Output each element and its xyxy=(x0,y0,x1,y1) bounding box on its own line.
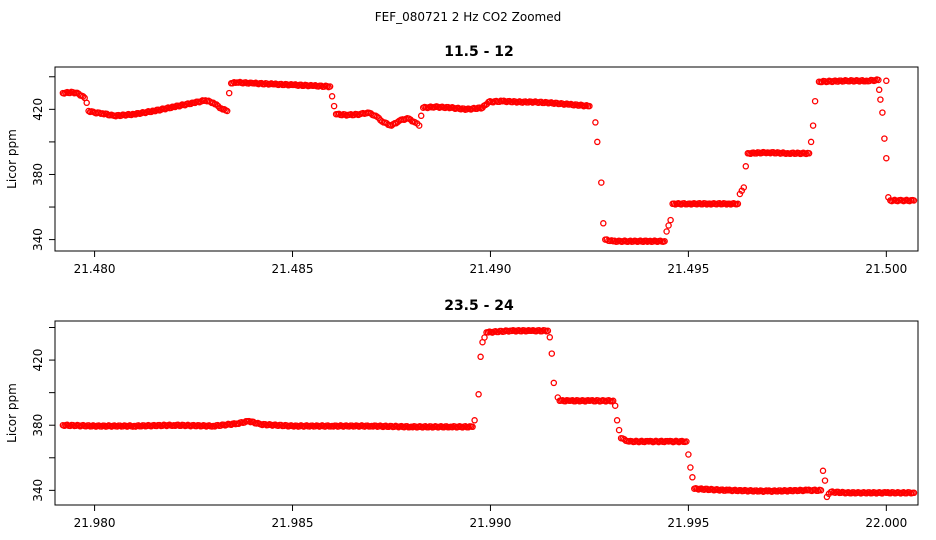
data-point xyxy=(611,402,619,409)
y-tick-label: 420 xyxy=(31,98,45,121)
panel-1-plot-area xyxy=(54,66,919,252)
panel-2-x-axis: 21.980 21.985 21.990 21.995 22.000 xyxy=(74,504,907,530)
panel-2-plot-area xyxy=(54,320,919,506)
data-point xyxy=(875,86,883,94)
figure-title: FEF_080721 2 Hz CO2 Zoomed xyxy=(375,10,561,24)
y-tick-label: 380 xyxy=(31,163,45,186)
data-point xyxy=(598,179,605,186)
data-point xyxy=(225,89,233,97)
x-tick-label: 21.495 xyxy=(667,262,709,276)
y-tick-label: 340 xyxy=(31,479,45,502)
data-point xyxy=(592,119,599,126)
data-point xyxy=(819,467,827,475)
panel-2-y-label: Licor ppm xyxy=(5,383,19,443)
x-tick-label: 21.490 xyxy=(469,262,511,276)
panel-2-y-axis: 340 380 420 xyxy=(31,327,56,502)
panel-1-title: 11.5 - 12 xyxy=(444,44,514,60)
y-tick-label: 380 xyxy=(31,414,45,437)
data-point xyxy=(734,200,742,208)
data-point xyxy=(661,237,668,245)
data-point xyxy=(330,102,338,110)
x-tick-label: 21.990 xyxy=(469,516,511,530)
data-point xyxy=(326,83,334,90)
data-point xyxy=(663,228,670,235)
data-point xyxy=(546,334,554,341)
data-point xyxy=(742,163,750,170)
x-tick-label: 22.000 xyxy=(865,516,907,530)
data-point xyxy=(910,197,918,204)
panel-1-x-axis: 21.480 21.485 21.490 21.495 21.500 xyxy=(74,250,907,276)
data-point xyxy=(328,93,336,100)
data-point xyxy=(469,423,476,431)
panel-1: 11.5 - 12 21.480 21.485 21.490 21.495 21.500… xyxy=(5,44,919,276)
data-point xyxy=(805,150,813,157)
data-point xyxy=(187,100,194,108)
panel-1-y-axis: 340 380 420 xyxy=(31,76,56,251)
data-point xyxy=(481,334,488,341)
data-point xyxy=(417,112,425,120)
data-point xyxy=(594,138,601,146)
data-point xyxy=(665,222,672,229)
data-point xyxy=(883,77,890,85)
data-point xyxy=(875,76,882,84)
x-tick-label: 21.985 xyxy=(272,516,314,530)
panel-2-points xyxy=(59,326,918,501)
data-point xyxy=(79,93,87,100)
data-point xyxy=(475,391,482,398)
data-point xyxy=(477,353,484,361)
data-point xyxy=(910,489,918,497)
data-point xyxy=(471,417,478,424)
data-point xyxy=(615,426,623,434)
data-point xyxy=(807,138,815,146)
data-point xyxy=(210,99,217,107)
y-tick-label: 420 xyxy=(31,349,45,372)
data-point xyxy=(687,464,694,471)
x-tick-label: 21.500 xyxy=(865,262,907,276)
x-tick-label: 21.995 xyxy=(667,516,709,530)
data-point xyxy=(548,350,556,357)
data-point xyxy=(613,417,621,424)
data-point xyxy=(811,97,819,105)
data-point xyxy=(821,477,829,484)
data-point xyxy=(877,96,884,103)
data-point xyxy=(600,220,607,227)
data-point xyxy=(685,451,692,458)
x-tick-label: 21.480 xyxy=(74,262,116,276)
x-tick-label: 21.485 xyxy=(272,262,314,276)
data-point xyxy=(881,135,888,142)
data-point xyxy=(683,438,690,445)
panel-2: 23.5 - 24 21.980 21.985 21.990 21.995 22.000… xyxy=(5,298,919,530)
data-point xyxy=(167,104,175,112)
panel-1-y-label: Licor ppm xyxy=(5,129,19,189)
data-point xyxy=(544,327,552,335)
panel-1-points xyxy=(59,76,918,246)
x-tick-label: 21.980 xyxy=(74,516,116,530)
data-point xyxy=(740,184,748,191)
data-point xyxy=(83,99,90,107)
data-point xyxy=(223,107,231,115)
y-tick-label: 340 xyxy=(31,228,45,251)
data-point xyxy=(817,487,825,494)
data-point xyxy=(586,102,593,110)
data-point xyxy=(689,474,696,481)
data-point xyxy=(550,379,558,387)
data-point xyxy=(213,101,220,108)
data-point xyxy=(883,154,890,162)
data-point xyxy=(879,109,886,116)
data-point xyxy=(809,122,817,129)
data-point xyxy=(415,122,423,129)
data-point xyxy=(667,216,674,224)
panel-2-title: 23.5 - 24 xyxy=(444,298,514,314)
